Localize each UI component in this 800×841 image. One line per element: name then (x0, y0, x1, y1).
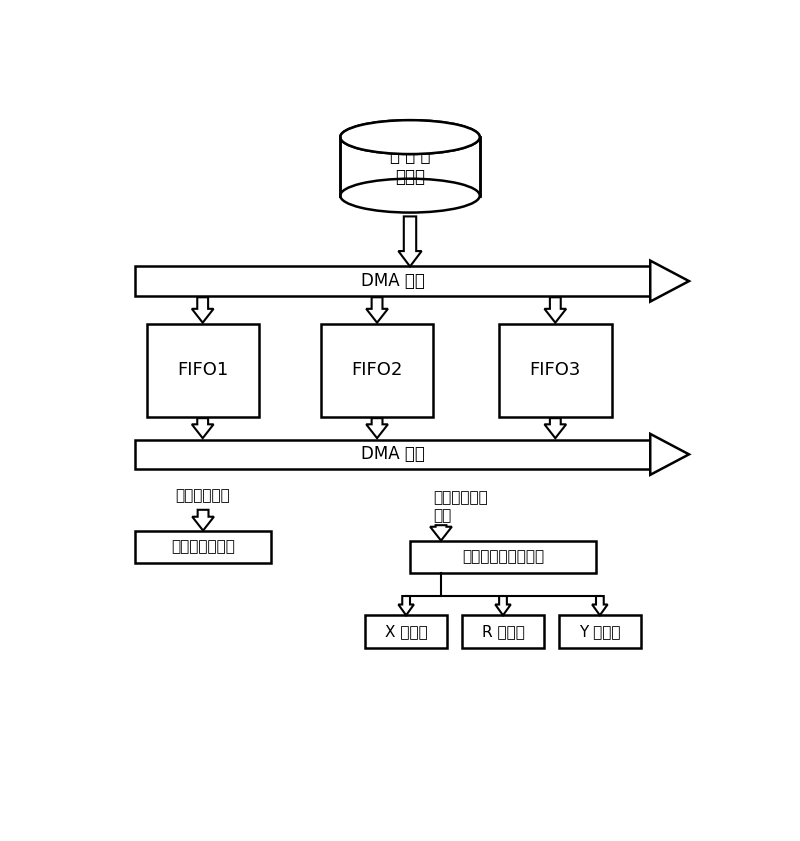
Text: FIFO1: FIFO1 (177, 362, 228, 379)
Polygon shape (192, 510, 214, 531)
Text: 多轴运动耦合控制器: 多轴运动耦合控制器 (462, 549, 544, 564)
Polygon shape (650, 261, 689, 302)
Bar (321, 325, 434, 416)
Text: FIFO2: FIFO2 (351, 362, 402, 379)
Text: 加工运动控制
数据: 加工运动控制 数据 (434, 490, 488, 523)
Polygon shape (366, 418, 388, 438)
Text: 雕 刻 加
工数据: 雕 刻 加 工数据 (390, 147, 430, 186)
Bar (499, 325, 611, 416)
Bar (146, 325, 259, 416)
Polygon shape (366, 297, 388, 323)
Polygon shape (545, 418, 566, 438)
Bar (135, 531, 271, 563)
Ellipse shape (340, 120, 480, 154)
Text: X 轴控器: X 轴控器 (385, 624, 427, 639)
Text: R 轴控器: R 轴控器 (482, 624, 525, 639)
Text: DMA 通道: DMA 通道 (361, 272, 425, 290)
Polygon shape (430, 525, 452, 541)
Bar (135, 440, 650, 469)
Polygon shape (592, 596, 608, 616)
Text: FIFO3: FIFO3 (530, 362, 581, 379)
Bar (559, 616, 641, 648)
Polygon shape (495, 596, 510, 616)
Text: 加工图像数据: 加工图像数据 (176, 489, 230, 504)
Polygon shape (398, 596, 414, 616)
Ellipse shape (340, 120, 480, 154)
Polygon shape (650, 434, 689, 475)
Bar (340, 137, 480, 196)
Polygon shape (545, 297, 566, 323)
Polygon shape (192, 418, 214, 438)
Polygon shape (192, 297, 214, 323)
Text: DMA 通道: DMA 通道 (361, 446, 425, 463)
Text: 高速强校验接口: 高速强校验接口 (171, 539, 235, 554)
Bar (410, 541, 596, 573)
Polygon shape (398, 216, 422, 267)
Bar (366, 616, 447, 648)
Ellipse shape (340, 178, 480, 213)
Bar (462, 616, 544, 648)
Text: Y 轴控器: Y 轴控器 (579, 624, 621, 639)
Bar (135, 267, 650, 296)
